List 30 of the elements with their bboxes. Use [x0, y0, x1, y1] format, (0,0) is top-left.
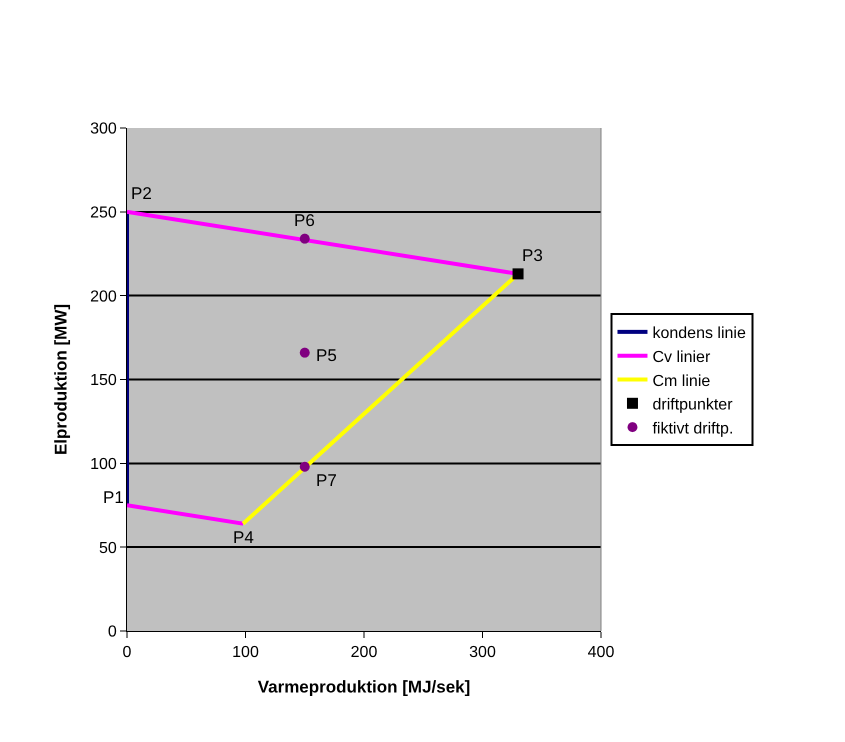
y-tick-label: 50: [99, 540, 117, 557]
legend-label: kondens linie: [652, 325, 746, 342]
legend-label: Cm linie: [652, 372, 710, 390]
legend-label: fiktivt driftp.: [652, 420, 734, 438]
y-tick-label: 200: [90, 288, 117, 306]
point: [300, 234, 310, 244]
x-tick-label: 0: [122, 644, 132, 662]
x-axis-title: Varmeproduktion [MJ/sek]: [258, 678, 470, 697]
point: [300, 348, 310, 358]
x-tick-label: 200: [350, 644, 378, 662]
point: [512, 268, 524, 280]
y-tick-label: 300: [90, 120, 117, 138]
annotation: P1: [103, 488, 124, 507]
annotation: P5: [316, 346, 337, 365]
legend-label: Cv linier: [652, 348, 711, 366]
annotation: P6: [294, 211, 315, 230]
point: [300, 462, 310, 472]
y-tick-label: 0: [108, 624, 117, 641]
y-tick-label: 250: [90, 204, 117, 222]
y-tick-label: 100: [90, 456, 117, 473]
annotation: P7: [316, 471, 337, 490]
x-tick-label: 400: [588, 644, 614, 662]
x-tick-label: 300: [469, 644, 496, 662]
y-axis-title: Elproduktion [MW]: [52, 304, 71, 456]
y-tick-label: 150: [90, 372, 117, 390]
legend-label: driftpunkter: [652, 396, 734, 414]
annotation: P3: [522, 246, 543, 265]
annotation: P2: [131, 184, 152, 203]
x-tick-label: 100: [232, 644, 259, 662]
annotation: P4: [233, 528, 254, 547]
